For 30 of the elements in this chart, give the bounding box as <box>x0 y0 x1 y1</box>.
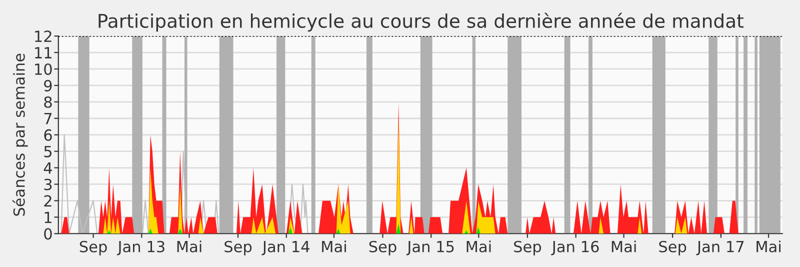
y-tick-label: 12 <box>35 30 52 42</box>
y-tick-label: 2 <box>44 195 52 206</box>
y-tick-label: 8 <box>44 96 52 108</box>
y-tick-label: 10 <box>35 63 52 75</box>
x-tick-label: Sep <box>514 240 542 256</box>
x-tick-label: Sep <box>80 240 107 256</box>
x-tick-label: Sep <box>369 240 396 256</box>
y-axis-title: Séances par semaine <box>12 54 28 216</box>
x-tick-label: Mai <box>177 240 202 252</box>
y-tick-label: 9 <box>44 80 52 92</box>
chart-title: Participation en hemicycle au cours de sa dernière année de mandat <box>98 12 744 32</box>
x-tick-label: Mai <box>756 240 780 252</box>
x-tick-label: Jan 13 <box>116 240 164 256</box>
y-tick-label: 1 <box>44 212 52 223</box>
y-tick-label: 0 <box>44 228 52 240</box>
x-tick-label: Mai <box>612 240 636 252</box>
y-tick-label: 7 <box>44 113 52 124</box>
x-tick-label: Mai <box>322 240 346 252</box>
x-tick-label: Jan 16 <box>551 240 599 256</box>
y-tick-label: 11 <box>35 47 52 58</box>
y-tick-label: 5 <box>44 146 52 158</box>
y-tick-label: 3 <box>44 178 52 190</box>
x-tick-label: Sep <box>659 240 686 256</box>
x-tick-label: Jan 17 <box>696 241 744 256</box>
x-tick-label: Mai <box>466 240 491 252</box>
x-tick-label: Jan 15 <box>406 241 454 256</box>
x-tick-label: Jan 14 <box>262 241 310 256</box>
x-tick-label: Sep <box>224 240 252 256</box>
y-tick-label: 4 <box>44 162 52 174</box>
y-tick-label: 6 <box>44 129 52 141</box>
